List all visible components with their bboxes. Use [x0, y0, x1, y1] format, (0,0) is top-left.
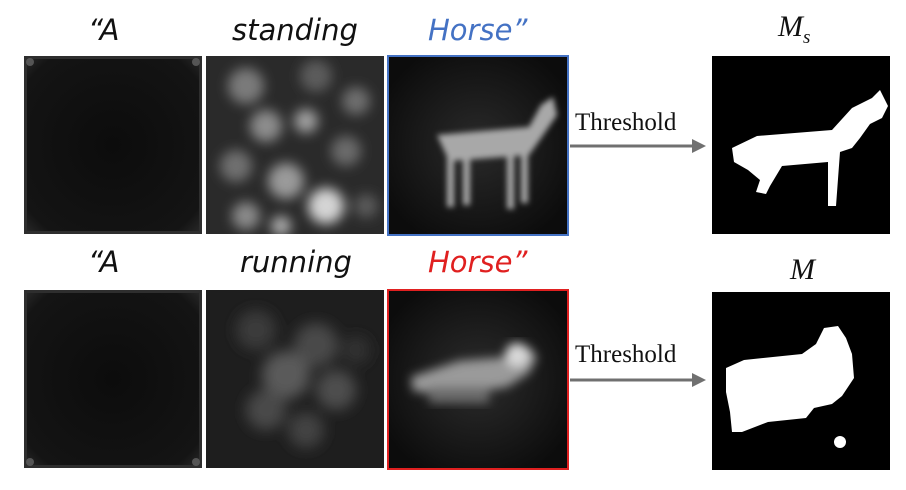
horse-silhouette-standing-icon [389, 57, 567, 234]
prompt-token-horse: Horse” [428, 13, 528, 47]
horse-silhouette-running-icon [389, 291, 567, 468]
attention-map-standing-image [206, 56, 384, 234]
attention-map-standing [206, 56, 384, 234]
binary-mask-m [712, 292, 890, 470]
threshold-arrow-icon [570, 373, 706, 387]
prompt-token-standing: standing [232, 13, 358, 47]
prompt-token-running: running [240, 245, 352, 279]
threshold-label: Threshold [575, 341, 677, 368]
attention-map-a-image [24, 56, 202, 234]
mask-subscript: s [803, 27, 811, 48]
prompt-token-horse: Horse” [428, 245, 528, 279]
attention-map-a [24, 290, 202, 468]
mask-label-ms: Ms [778, 10, 810, 55]
threshold-arrow-icon [570, 139, 706, 153]
prompt-token-a: “A [88, 245, 120, 279]
attention-map-a-image [24, 290, 202, 468]
mask-symbol: M [790, 253, 815, 286]
mask-shape-running-icon [712, 292, 890, 470]
threshold-label: Threshold [575, 109, 677, 136]
mask-symbol: M [778, 10, 803, 43]
binary-mask-ms [712, 56, 890, 234]
mask-label-m: M [790, 253, 815, 287]
mask-shape-standing-icon [712, 56, 890, 234]
attention-map-running [206, 290, 384, 468]
prompt-token-a: “A [88, 13, 120, 47]
attention-map-horse-running [389, 291, 567, 468]
attention-map-running-image [206, 290, 384, 468]
attention-map-horse-standing [389, 57, 567, 234]
attention-map-a [24, 56, 202, 234]
